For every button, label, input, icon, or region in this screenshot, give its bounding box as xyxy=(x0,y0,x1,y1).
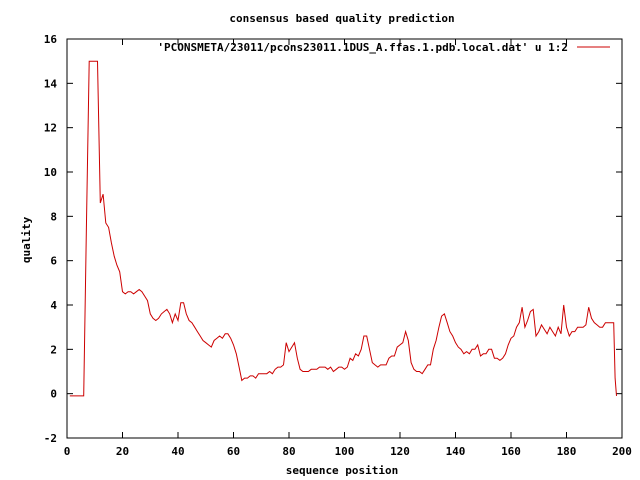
y-tick-label: 10 xyxy=(44,166,57,179)
x-tick-label: 160 xyxy=(501,445,521,458)
y-tick-label: 6 xyxy=(50,255,57,268)
y-tick-label: 2 xyxy=(50,343,57,356)
x-tick-label: 100 xyxy=(335,445,355,458)
legend-label: 'PCONSMETA/23011/pcons23011.1DUS_A.ffas.… xyxy=(157,41,568,54)
x-tick-label: 140 xyxy=(446,445,466,458)
y-tick-label: -2 xyxy=(44,432,57,445)
y-tick-label: 12 xyxy=(44,122,57,135)
y-tick-label: 16 xyxy=(44,33,58,46)
x-tick-label: 180 xyxy=(557,445,577,458)
y-tick-label: 14 xyxy=(44,77,58,90)
x-axis-label: sequence position xyxy=(286,464,399,477)
x-tick-label: 20 xyxy=(116,445,129,458)
x-tick-label: 80 xyxy=(282,445,295,458)
y-tick-label: 0 xyxy=(50,388,57,401)
x-tick-label: 120 xyxy=(390,445,410,458)
y-tick-label: 8 xyxy=(50,210,57,223)
y-tick-label: 4 xyxy=(50,299,57,312)
x-tick-label: 200 xyxy=(612,445,632,458)
legend: 'PCONSMETA/23011/pcons23011.1DUS_A.ffas.… xyxy=(157,41,610,54)
series-group xyxy=(69,60,617,397)
series-line xyxy=(69,60,617,397)
axis-ticks: 0 20 40 60 80 100 120 140 160 180 200 -2 0 2 4 6 8 10 12 14… xyxy=(44,33,632,458)
chart-title: consensus based quality prediction xyxy=(229,12,454,25)
y-axis-label: quality xyxy=(20,216,33,263)
x-tick-label: 0 xyxy=(64,445,71,458)
x-tick-label: 40 xyxy=(171,445,184,458)
x-tick-label: 60 xyxy=(227,445,240,458)
